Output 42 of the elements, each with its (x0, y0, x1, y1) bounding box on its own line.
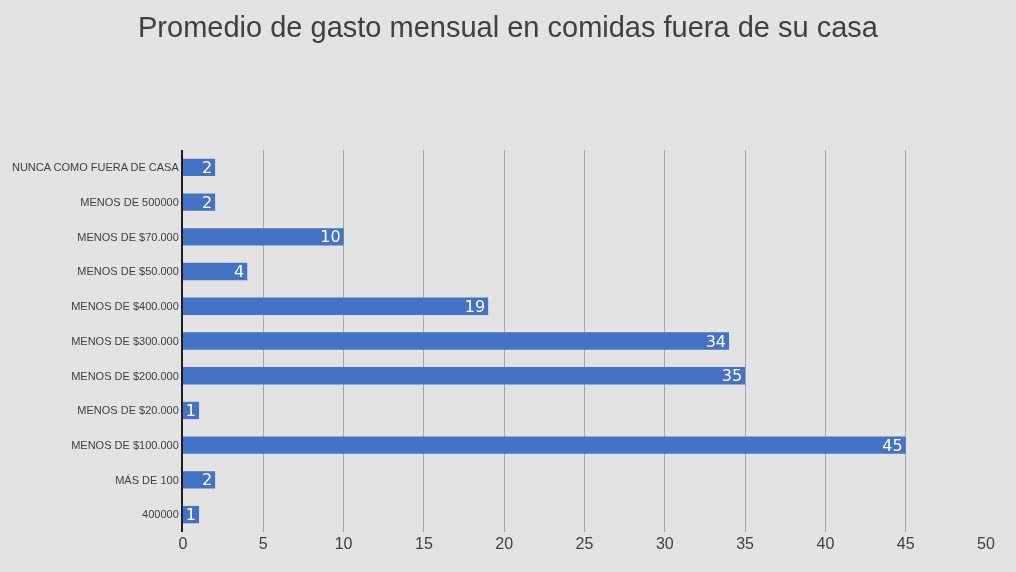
data-label: 2 (201, 157, 213, 177)
y-tick-label: MÁS DE 100 (115, 473, 179, 486)
x-tick-label: 50 (977, 535, 995, 552)
data-label: 4 (234, 262, 245, 282)
data-label: 2 (201, 192, 213, 212)
bar (183, 262, 248, 281)
x-tick-label: 40 (816, 535, 835, 552)
data-label: 35 (721, 366, 743, 386)
bar (183, 332, 730, 350)
y-tick-label: NUNCA COMO FUERA DE CASA (11, 161, 180, 174)
y-tick-label: MENOS DE $50.000 (77, 265, 179, 278)
y-tick-label: MENOS DE $400.000 (71, 300, 179, 313)
bar (183, 367, 746, 385)
bar (183, 436, 906, 454)
x-tick-label: 10 (334, 535, 353, 552)
data-label: 1 (185, 505, 197, 525)
bar (183, 471, 216, 489)
bar (183, 297, 489, 315)
data-label: 45 (882, 435, 903, 455)
x-tick-label: 20 (495, 535, 514, 552)
data-label: 1 (185, 400, 197, 420)
x-tick-label: 30 (655, 535, 674, 552)
x-tick-label: 0 (178, 535, 188, 552)
data-label: 19 (464, 296, 486, 316)
y-tick-label: MENOS DE 500000 (80, 195, 179, 208)
x-tick-label: 45 (896, 535, 915, 552)
bar (183, 228, 344, 246)
bar (183, 193, 216, 211)
y-tick-label: MENOS DE $200.000 (71, 369, 179, 382)
x-tick-label: 15 (415, 535, 433, 552)
y-tick-label: 400000 (142, 508, 179, 521)
data-label: 34 (705, 331, 727, 351)
y-tick-label: MENOS DE $100.000 (71, 439, 179, 452)
y-tick-label: MENOS DE $20.000 (77, 404, 179, 417)
x-tick-label: 35 (736, 535, 755, 552)
x-tick-label: 25 (575, 535, 594, 552)
chart-title: Promedio de gasto mensual en comidas fuera de su casa (138, 11, 879, 44)
data-label: 2 (201, 470, 213, 490)
x-tick-label: 5 (258, 535, 268, 552)
data-label: 10 (320, 227, 341, 247)
y-tick-label: MENOS DE $70.000 (77, 230, 179, 243)
y-tick-label: MENOS DE $300.000 (71, 334, 179, 347)
